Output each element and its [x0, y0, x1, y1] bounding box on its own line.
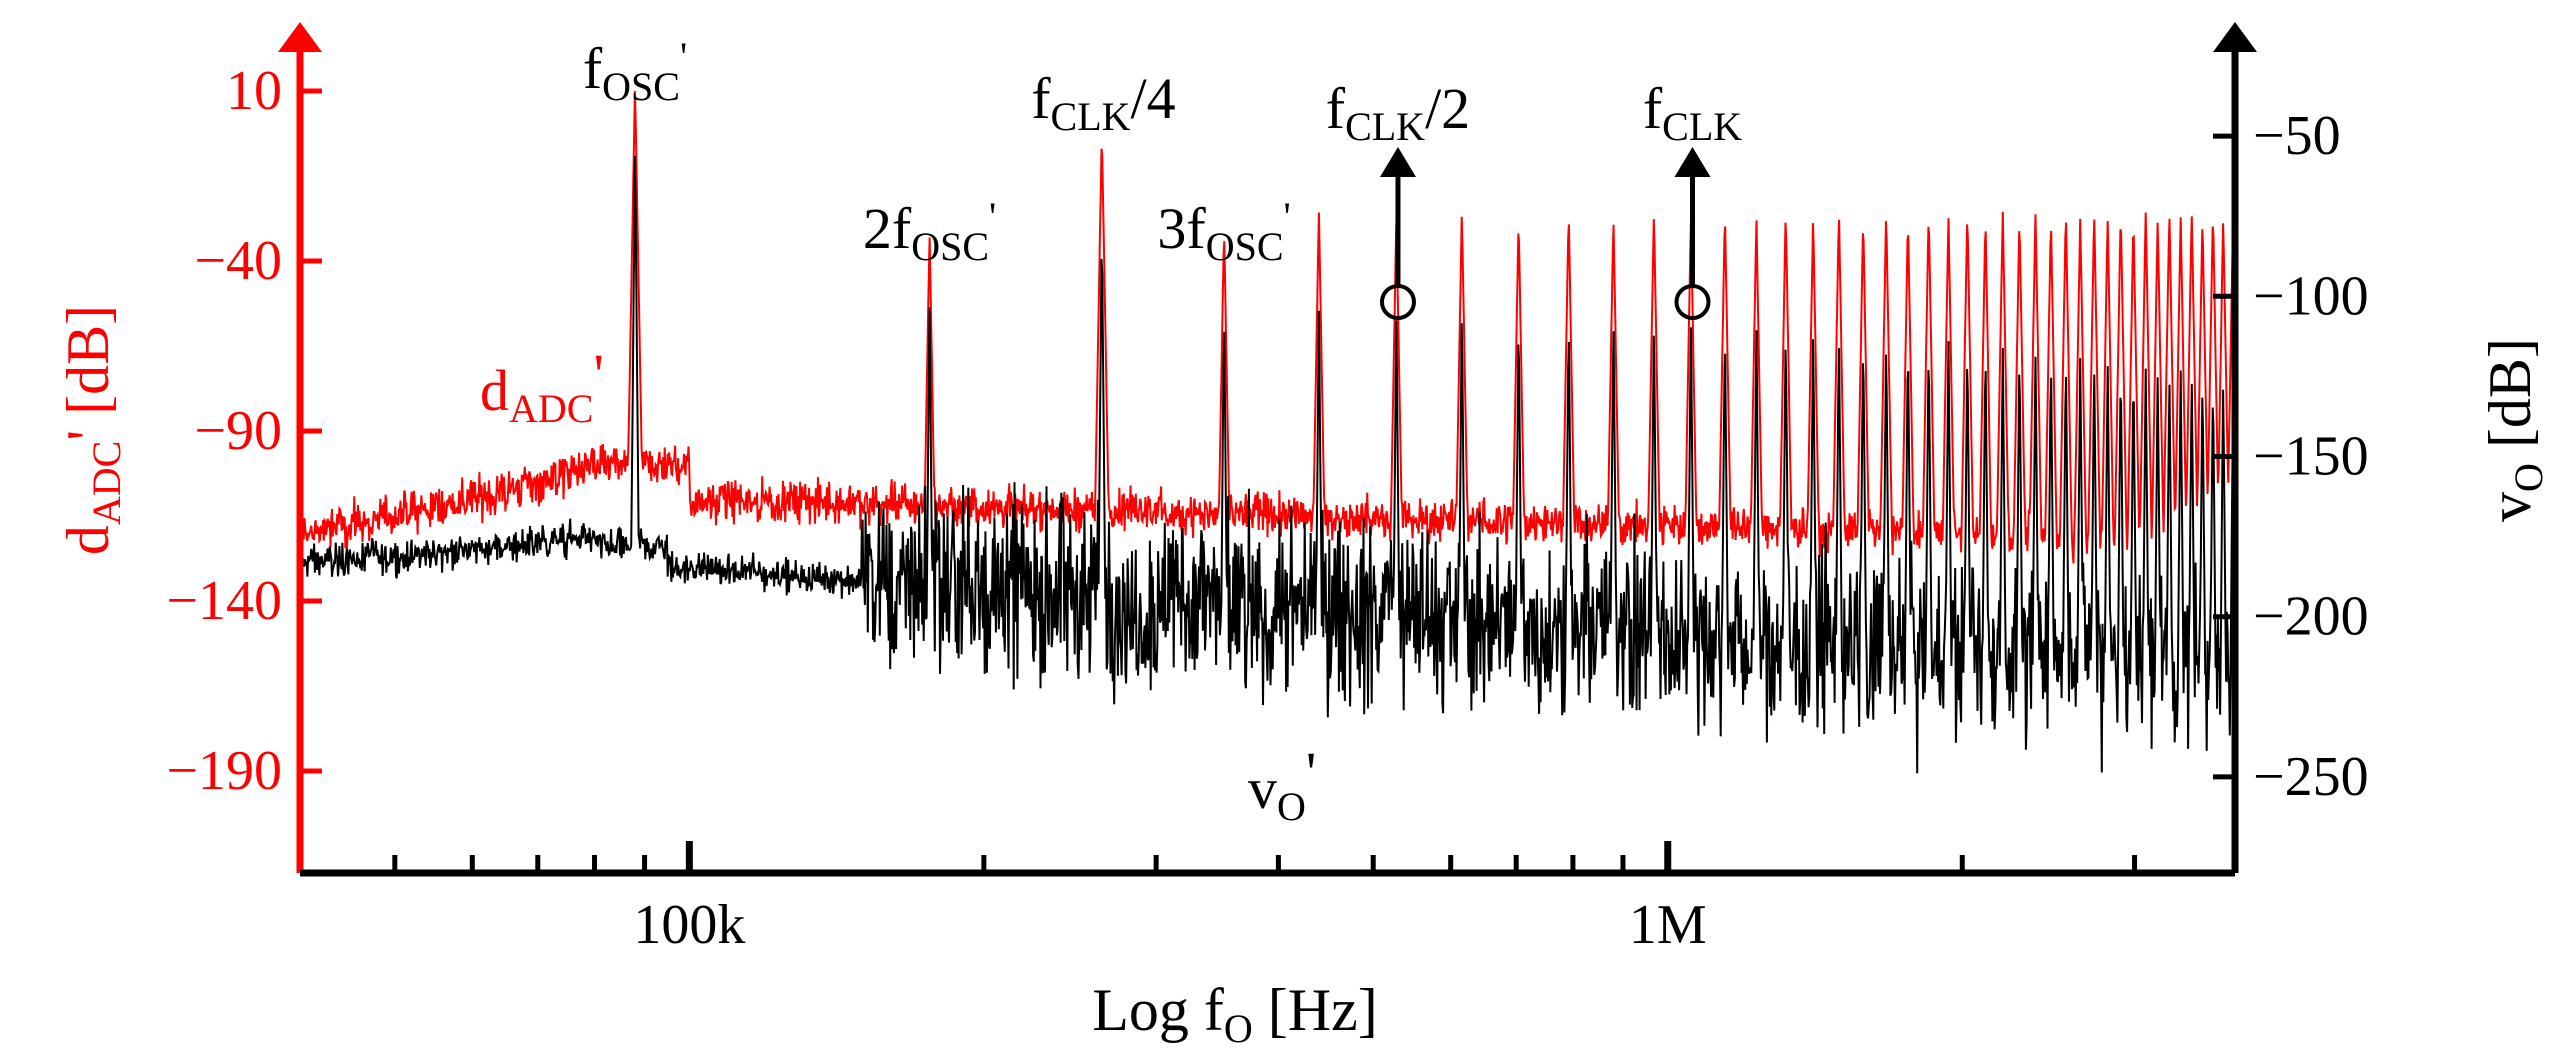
y-tick-label-left: 10	[226, 60, 282, 122]
y-tick-label-left: −90	[194, 400, 282, 462]
y-tick-label-right: −150	[2253, 426, 2369, 488]
series-label-vo: vO'	[1248, 740, 1316, 829]
y-axis-left-title: dADC' [dB]	[55, 305, 129, 555]
annotations: fOSC' 2fOSC' fCLK/4 3fOSC' fCLK/2 fCLK	[583, 34, 1742, 320]
series-line-dadc	[299, 90, 2236, 564]
marker-arrow-head-fclk2	[1379, 147, 1416, 177]
annotation-2fosc: 2fOSC'	[863, 194, 996, 269]
annotation-fclk: fCLK	[1643, 76, 1742, 149]
annotation-fclk4: fCLK/4	[1031, 66, 1175, 139]
y-axis-right-title: vO [dB]	[2477, 338, 2550, 522]
series-line-vo	[299, 155, 2236, 774]
x-axis-title: Log fO [Hz]	[1092, 977, 1377, 1051]
y-axis-left-arrow	[278, 22, 322, 52]
y-tick-label-right: −50	[2253, 105, 2341, 167]
y-tick-label-right: −200	[2253, 586, 2369, 648]
y-tick-label-right: −100	[2253, 265, 2369, 327]
annotation-fclk2: fCLK/2	[1326, 76, 1470, 149]
series-vo	[299, 155, 2236, 774]
series-label-dadc: dADC'	[480, 342, 604, 431]
annotation-fosc: fOSC'	[583, 34, 687, 109]
marker-circle-fclk2	[1379, 284, 1416, 320]
marker-circle-fclk	[1674, 284, 1711, 320]
annotation-3fosc: 3fOSC'	[1157, 194, 1290, 269]
marker-arrow-head-fclk	[1674, 147, 1711, 177]
y-tick-label-left: −40	[194, 230, 282, 292]
axes	[278, 22, 2257, 877]
ticks: 10 −40 −90 −140 −190 −50 −100 −150 −200 −250 100k 1…	[166, 60, 2368, 956]
y-tick-label-right: −250	[2253, 746, 2369, 808]
x-tick-label: 1M	[1629, 894, 1707, 956]
y-axis-right-arrow	[2213, 22, 2257, 52]
y-tick-label-left: −190	[166, 740, 282, 802]
x-tick-label: 100k	[633, 894, 745, 956]
series-dadc	[299, 90, 2236, 564]
y-tick-label-left: −140	[166, 570, 282, 632]
